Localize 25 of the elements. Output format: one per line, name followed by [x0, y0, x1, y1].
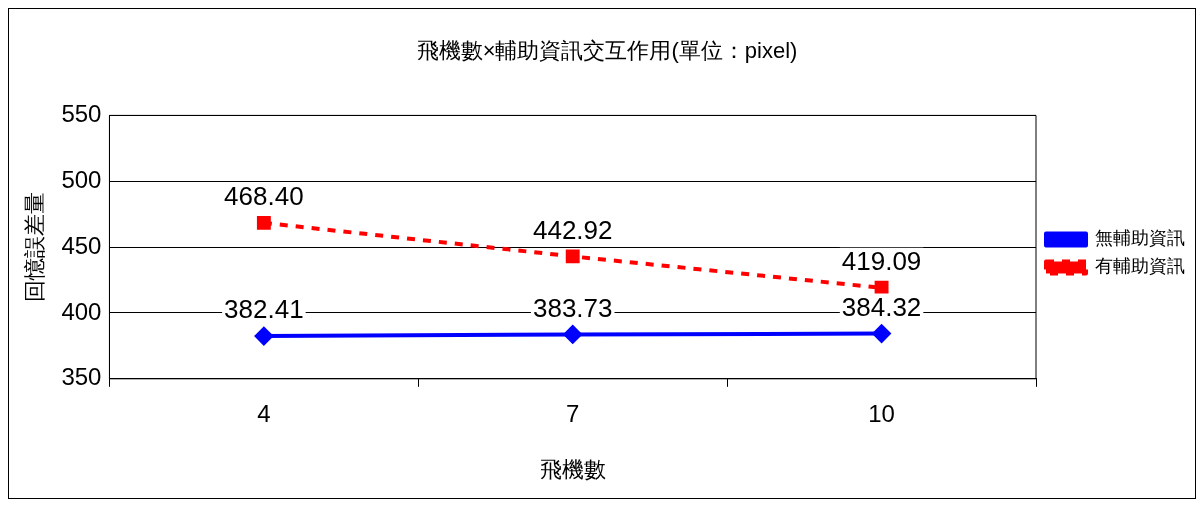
point	[256, 215, 271, 230]
point	[872, 324, 891, 343]
y-tick-label: 450	[61, 231, 102, 259]
point	[563, 325, 582, 344]
point	[565, 249, 580, 264]
chart-title: 飛機數×輔助資訊交互作用(單位：pixel)	[416, 38, 798, 64]
y-tick-label: 500	[61, 165, 102, 193]
point	[254, 327, 273, 346]
x-tick-label: 10	[868, 399, 895, 427]
y-tick-label: 550	[61, 100, 102, 128]
data-label: 419.09	[841, 245, 922, 276]
y-tick-label: 400	[61, 297, 102, 325]
x-tick-label: 7	[566, 399, 580, 427]
y-tick-label: 350	[61, 363, 102, 391]
x-tick-label: 4	[257, 399, 271, 427]
legend-label: 無輔助資訊	[1095, 228, 1185, 249]
x-axis-title: 飛機數	[539, 456, 606, 482]
data-label: 383.73	[532, 292, 613, 323]
data-label: 468.40	[224, 181, 304, 212]
data-label: 384.32	[841, 291, 922, 322]
data-label: 442.92	[532, 214, 613, 245]
point	[874, 280, 889, 295]
data-label: 382.41	[224, 294, 304, 325]
y-axis-title: 回憶誤差量	[22, 192, 48, 303]
legend-label: 有輔助資訊	[1095, 256, 1185, 277]
